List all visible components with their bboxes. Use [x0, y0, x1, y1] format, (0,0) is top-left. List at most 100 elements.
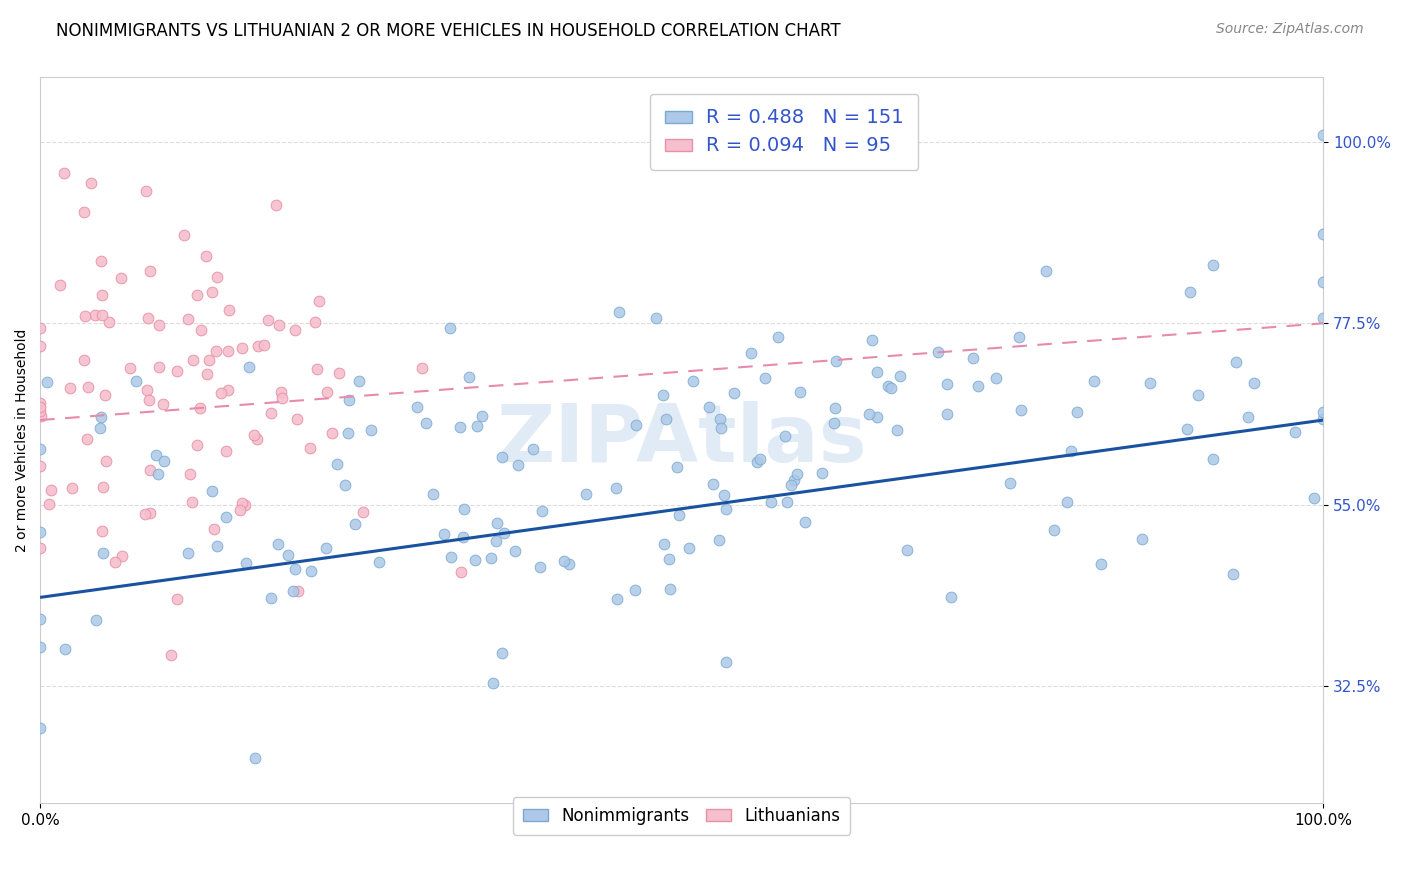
Y-axis label: 2 or more Vehicles in Household: 2 or more Vehicles in Household	[15, 328, 30, 552]
Point	[235, 557, 257, 571]
Text: Source: ZipAtlas.com: Source: ZipAtlas.com	[1216, 22, 1364, 37]
Point	[229, 503, 252, 517]
Point	[823, 416, 845, 430]
Point	[344, 517, 367, 532]
Point	[139, 463, 162, 477]
Point	[658, 551, 681, 566]
Point	[260, 591, 283, 605]
Point	[139, 264, 162, 278]
Point	[138, 392, 160, 407]
Point	[90, 524, 112, 538]
Point	[73, 352, 96, 367]
Point	[253, 338, 276, 352]
Point	[471, 409, 494, 424]
Point	[1035, 264, 1057, 278]
Point	[740, 346, 762, 360]
Point	[714, 655, 737, 669]
Point	[411, 361, 433, 376]
Point	[336, 426, 359, 441]
Point	[754, 371, 776, 385]
Point	[575, 486, 598, 500]
Point	[1243, 376, 1265, 390]
Point	[215, 443, 238, 458]
Point	[824, 401, 846, 416]
Point	[180, 494, 202, 508]
Point	[811, 466, 834, 480]
Point	[104, 554, 127, 568]
Point	[177, 312, 200, 326]
Point	[30, 459, 52, 474]
Point	[183, 353, 205, 368]
Point	[84, 613, 107, 627]
Point	[457, 370, 479, 384]
Point	[166, 364, 188, 378]
Point	[194, 249, 217, 263]
Point	[747, 455, 769, 469]
Point	[110, 549, 132, 563]
Point	[277, 549, 299, 563]
Point	[1043, 523, 1066, 537]
Point	[242, 428, 264, 442]
Point	[84, 308, 107, 322]
Point	[173, 227, 195, 242]
Point	[204, 522, 226, 536]
Point	[866, 409, 889, 424]
Point	[866, 365, 889, 379]
Point	[1175, 422, 1198, 436]
Point	[1225, 355, 1247, 369]
Point	[702, 476, 724, 491]
Point	[284, 562, 307, 576]
Point	[80, 176, 103, 190]
Point	[786, 467, 808, 481]
Point	[264, 198, 287, 212]
Point	[494, 526, 516, 541]
Point	[761, 495, 783, 509]
Point	[1312, 412, 1334, 426]
Point	[188, 401, 211, 415]
Point	[270, 384, 292, 399]
Point	[315, 541, 337, 555]
Point	[678, 541, 700, 556]
Point	[145, 448, 167, 462]
Point	[506, 458, 529, 472]
Point	[713, 487, 735, 501]
Point	[491, 646, 513, 660]
Point	[655, 411, 678, 425]
Point	[860, 333, 883, 347]
Point	[245, 432, 267, 446]
Point	[481, 675, 503, 690]
Point	[1284, 425, 1306, 439]
Point	[152, 454, 174, 468]
Point	[49, 277, 72, 292]
Point	[231, 495, 253, 509]
Point	[347, 374, 370, 388]
Point	[138, 311, 160, 326]
Point	[30, 541, 52, 555]
Point	[449, 419, 471, 434]
Point	[889, 369, 911, 384]
Point	[218, 303, 240, 318]
Point	[73, 204, 96, 219]
Point	[1312, 311, 1334, 326]
Point	[666, 459, 689, 474]
Point	[30, 396, 52, 410]
Point	[30, 640, 52, 655]
Legend: Nonimmigrants, Lithuanians: Nonimmigrants, Lithuanians	[513, 797, 851, 835]
Point	[530, 504, 553, 518]
Point	[93, 388, 115, 402]
Point	[984, 371, 1007, 385]
Point	[368, 555, 391, 569]
Point	[205, 343, 228, 358]
Point	[267, 536, 290, 550]
Point	[91, 480, 114, 494]
Point	[1187, 388, 1209, 402]
Point	[776, 495, 799, 509]
Point	[415, 416, 437, 430]
Text: ZIPAtlas: ZIPAtlas	[496, 401, 868, 479]
Point	[77, 380, 100, 394]
Point	[464, 553, 486, 567]
Point	[794, 515, 817, 529]
Point	[90, 308, 112, 322]
Point	[166, 591, 188, 606]
Point	[333, 478, 356, 492]
